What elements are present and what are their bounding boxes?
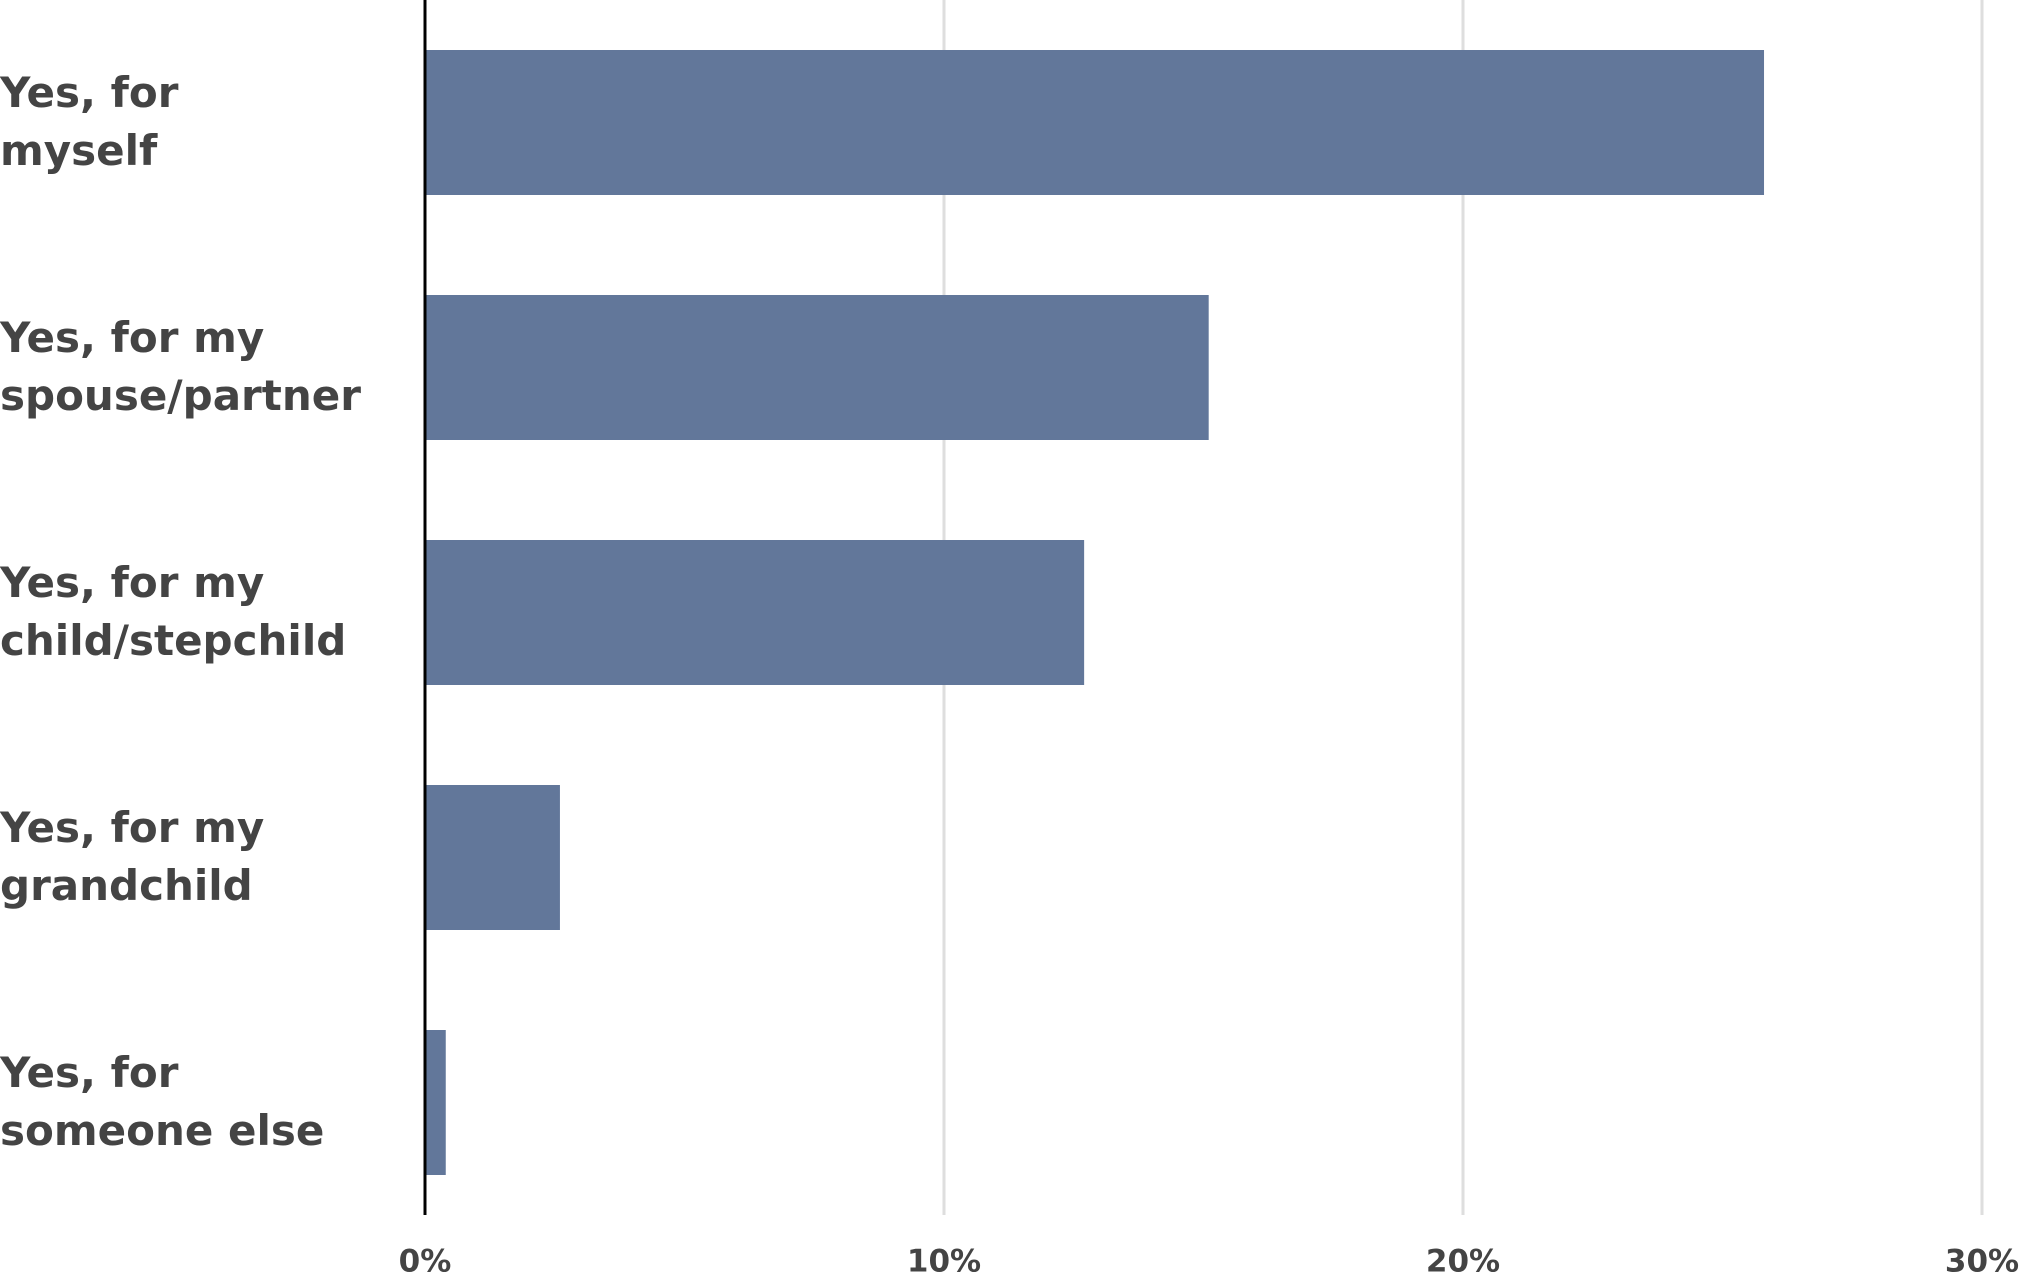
bar <box>425 540 1085 685</box>
bar <box>425 1030 446 1175</box>
bar <box>425 785 560 930</box>
bar <box>425 295 1209 440</box>
x-tick-label: 20% <box>1426 1244 1500 1280</box>
x-tick-label: 0% <box>399 1244 452 1280</box>
y-tick-label: Yes, for myself <box>0 68 179 175</box>
y-tick-label: Yes, for my spouse/partner <box>0 313 361 420</box>
x-tick-label: 30% <box>1945 1244 2019 1280</box>
bar <box>425 50 1765 195</box>
y-tick-label: Yes, for my grandchild <box>0 803 265 910</box>
y-tick-label: Yes, for someone else <box>0 1048 325 1155</box>
x-tick-label: 10% <box>907 1244 981 1280</box>
y-tick-label: Yes, for my child/stepchild <box>0 558 347 665</box>
